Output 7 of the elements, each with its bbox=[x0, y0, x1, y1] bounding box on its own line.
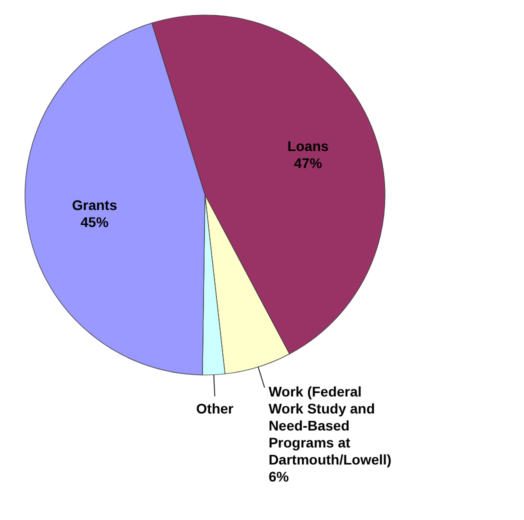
data-label: 45% bbox=[80, 214, 110, 230]
slice-label: Loans bbox=[287, 138, 329, 154]
slice-label: Other bbox=[196, 400, 234, 416]
slice-label: Grants bbox=[72, 196, 118, 213]
slice-label: Work (Federal Work Study and Need-Based Programs at Dartmouth/Lowell) bbox=[268, 384, 392, 468]
data-label: 6% bbox=[268, 468, 290, 485]
data-label: 47% bbox=[294, 155, 323, 172]
